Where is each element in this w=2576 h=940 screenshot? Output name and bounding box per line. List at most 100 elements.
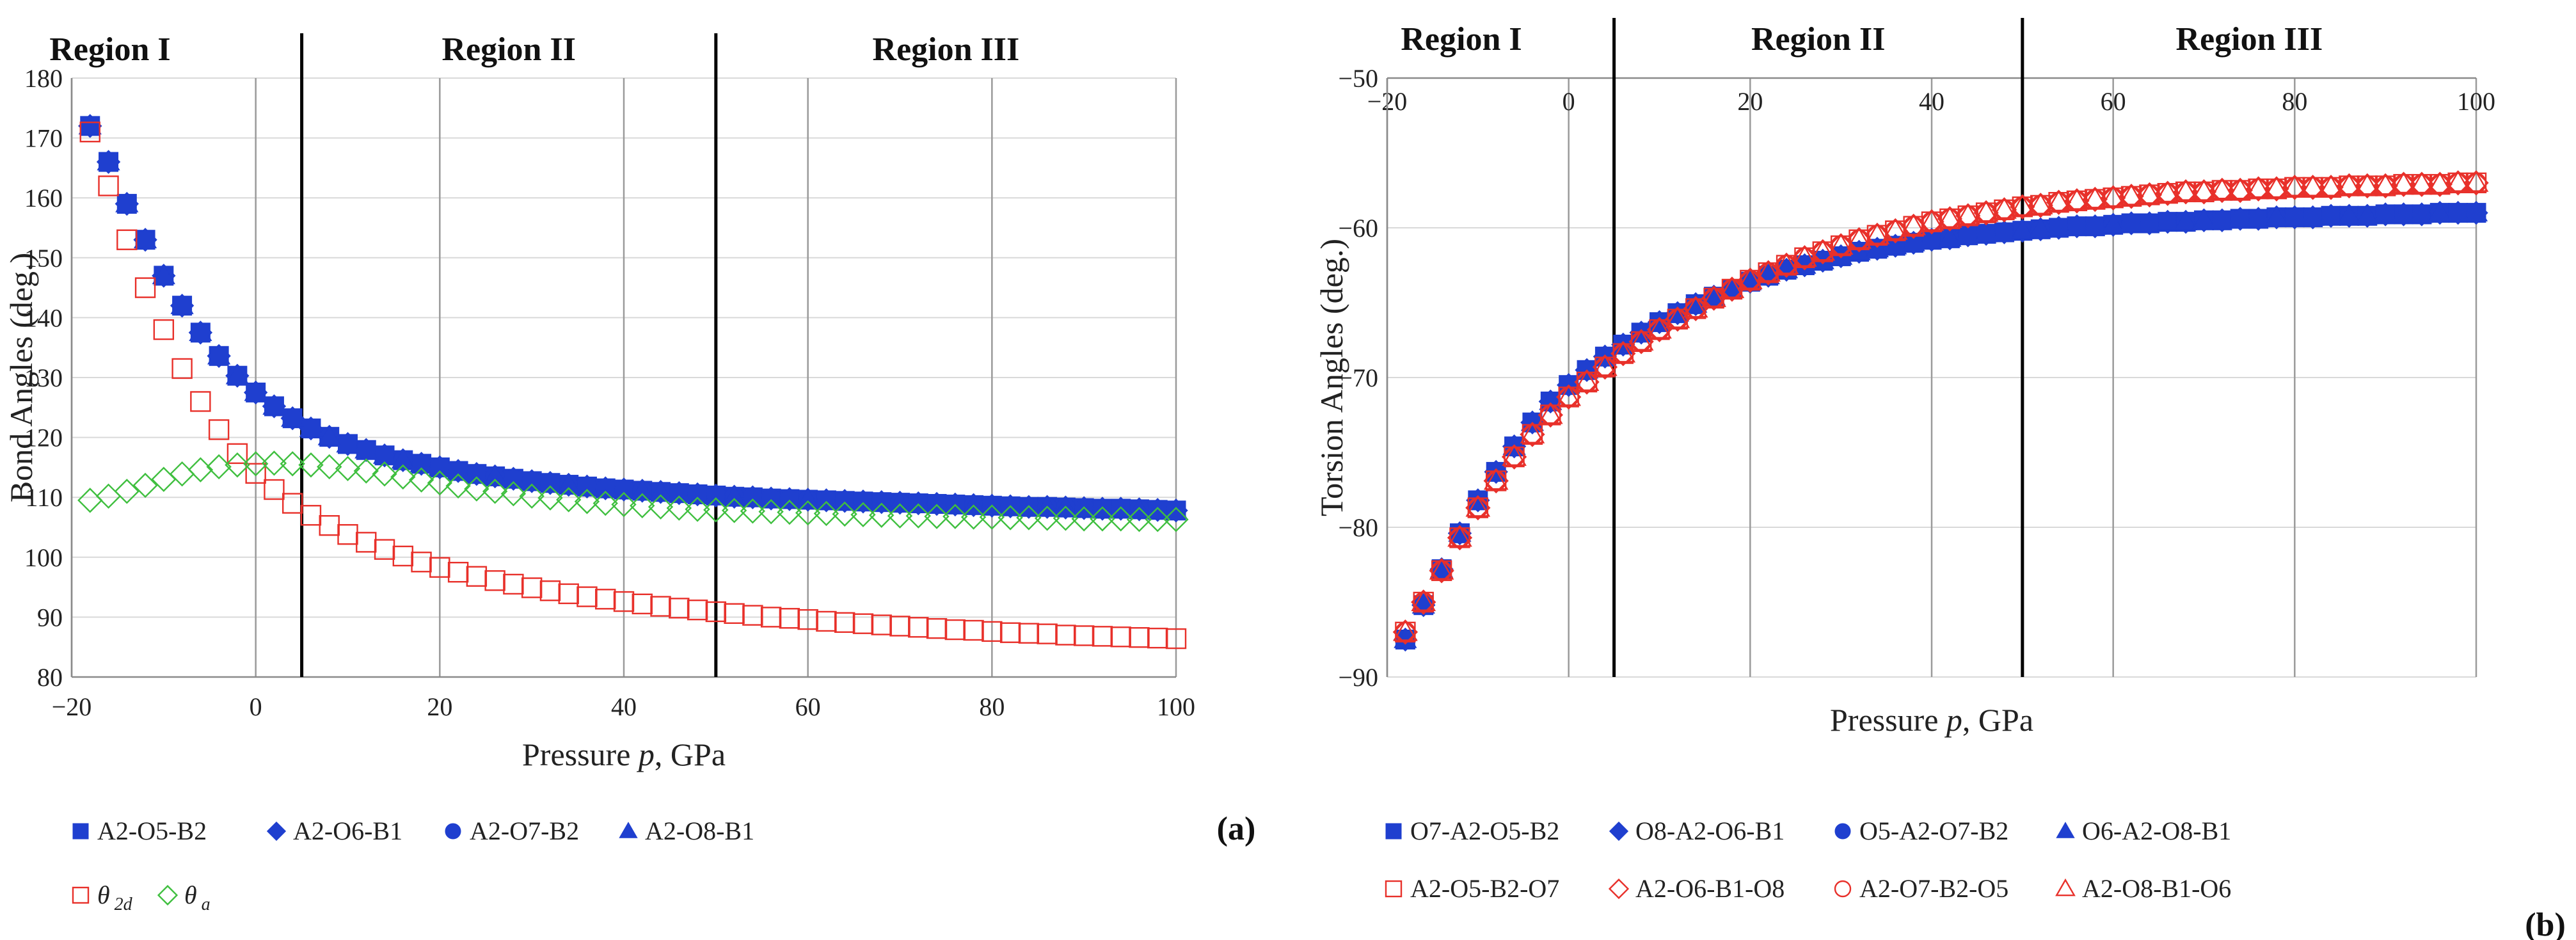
data-point: [2427, 171, 2453, 194]
data-point: [630, 493, 655, 519]
data-point: [2137, 182, 2162, 204]
series-θ2d: [79, 122, 1187, 649]
legend-item: θ a: [157, 880, 211, 914]
data-point: [2282, 175, 2307, 196]
y-axis-title: Torsion Angles (deg.): [1314, 239, 1349, 516]
legend-label: A2-O6-B1: [293, 817, 402, 845]
legend-item: O6-A2-O8-B1: [2056, 817, 2231, 845]
data-point: [2155, 180, 2181, 203]
data-point: [2318, 175, 2344, 200]
data-point: [447, 562, 469, 583]
data-point: [317, 425, 341, 445]
data-point: [649, 480, 672, 501]
data-point: [1737, 267, 1763, 293]
data-point: [869, 502, 894, 528]
y-tick-label: 170: [24, 124, 63, 153]
x-tick-label: 0: [250, 692, 262, 721]
data-point: [1520, 422, 1545, 447]
legend-item: A2-O5-B2-O7: [1385, 874, 1559, 903]
data-point: [152, 264, 175, 285]
data-point: [1774, 252, 1799, 275]
region-label: Region II: [441, 31, 575, 68]
legend-item: A2-O8-B1-O6: [2055, 874, 2231, 903]
data-point: [2374, 202, 2397, 223]
data-point: [2173, 179, 2198, 201]
data-point: [206, 454, 232, 480]
data-point: [758, 498, 784, 525]
data-point: [1701, 285, 1727, 311]
data-point: [1738, 267, 1763, 289]
data-point: [429, 557, 450, 578]
data-point: [1090, 506, 1115, 532]
data-point: [1774, 252, 1799, 278]
data-point: [813, 500, 839, 527]
legend-label: A2-O8-B1-O6: [2082, 874, 2231, 903]
data-point: [870, 490, 893, 511]
data-point: [1555, 384, 1582, 410]
data-point: [1411, 589, 1436, 615]
data-point: [2191, 179, 2216, 201]
legend-label: A2-O6-B1-O8: [1635, 874, 1785, 903]
data-point: [445, 473, 471, 499]
x-tick-label: 60: [2101, 87, 2126, 116]
data-point: [576, 586, 598, 607]
data-point: [465, 462, 488, 482]
data-point: [2138, 211, 2161, 232]
data-point: [521, 577, 543, 598]
data-point: [132, 472, 158, 498]
data-point: [592, 490, 618, 516]
data-point: [77, 488, 103, 513]
data-point: [2355, 173, 2380, 199]
data-point: [1828, 233, 1854, 255]
series-A2-O6-B1-O8: [1392, 170, 2489, 645]
data-point: [1035, 495, 1059, 516]
data-point: [980, 494, 1004, 514]
data-point: [704, 484, 727, 504]
data-point: [962, 493, 985, 514]
data-point: [685, 482, 710, 503]
data-point: [2264, 176, 2289, 198]
data-point: [871, 614, 892, 635]
data-point: [1574, 369, 1600, 391]
data-point: [1126, 507, 1152, 532]
legend-marker: [72, 886, 90, 904]
data-point: [907, 491, 930, 512]
data-point: [2047, 216, 2071, 237]
data-point: [998, 494, 1022, 515]
data-point: [760, 607, 782, 628]
legend-marker: [1834, 823, 1851, 840]
data-point: [1556, 384, 1581, 406]
data-point: [795, 500, 821, 526]
data-point: [2300, 175, 2326, 196]
data-point: [1465, 495, 1491, 521]
data-point: [484, 570, 505, 591]
data-point: [1920, 228, 1944, 248]
panel-label: (b): [2525, 907, 2566, 940]
data-point: [1501, 444, 1527, 470]
data-point: [1520, 422, 1545, 443]
data-point: [2029, 218, 2053, 238]
data-point: [427, 470, 453, 496]
data-point: [2391, 171, 2416, 194]
data-point: [408, 467, 434, 493]
data-point: [1810, 239, 1836, 261]
data-point: [1847, 227, 1872, 249]
data-point: [1465, 495, 1491, 517]
data-point: [1592, 354, 1618, 380]
data-point: [816, 610, 837, 632]
data-point: [2156, 210, 2179, 230]
data-point: [630, 479, 654, 500]
data-point: [98, 175, 119, 196]
legend-item: A2-O6-B1-O8: [1608, 874, 1785, 903]
data-point: [2390, 171, 2417, 197]
data-point: [1955, 203, 1981, 225]
data-point: [1937, 206, 1962, 228]
data-point: [594, 476, 617, 497]
data-point: [1429, 558, 1454, 584]
legend-label: A2-O5-B2: [97, 817, 207, 845]
data-point: [79, 122, 100, 143]
data-point: [1992, 220, 2016, 241]
data-point: [1538, 402, 1563, 424]
data-point: [537, 485, 563, 511]
y-tick-label: 80: [37, 663, 63, 692]
